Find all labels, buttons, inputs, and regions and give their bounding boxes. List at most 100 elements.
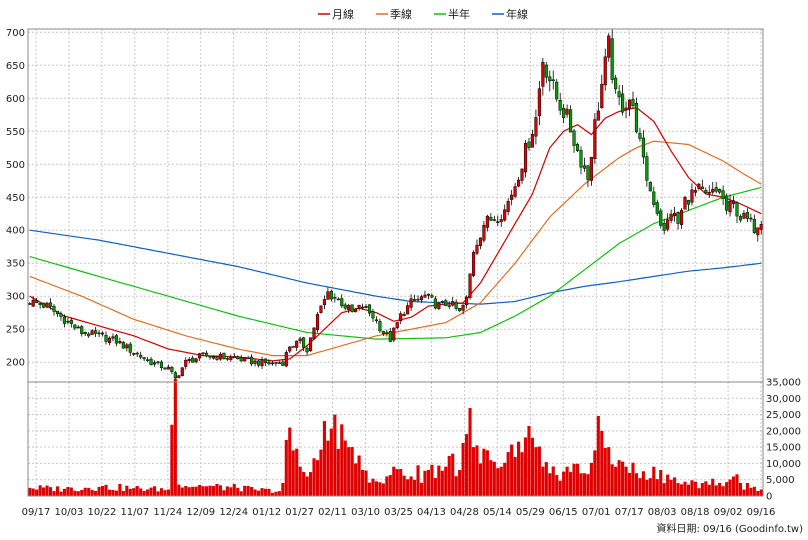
source-text: 資料日期: 09/16 (Goodinfo.tw): [656, 522, 803, 535]
volume-bar: [357, 455, 361, 496]
volume-bar: [319, 449, 323, 496]
volume-bar: [645, 479, 649, 496]
legend-month-label: 月線: [332, 7, 354, 21]
candle-body: [288, 346, 292, 352]
volume-bar: [152, 486, 157, 496]
volume-bar: [204, 486, 209, 496]
candle-body: [659, 210, 663, 226]
volume-bar: [558, 480, 562, 496]
volume-bar: [614, 466, 618, 496]
price-y-tick-label: 650: [6, 61, 25, 72]
candle-body: [284, 352, 288, 367]
price-y-axis-labels: 200 250 300 350 400 450 500 550 600 650 700: [6, 28, 25, 369]
candle-body: [749, 217, 753, 220]
volume-bar: [45, 485, 49, 496]
volume-bar: [406, 479, 410, 496]
candle-body: [139, 354, 143, 358]
volume-bar: [347, 447, 351, 496]
candle-body: [600, 84, 604, 109]
x-tick-label: 07/17: [615, 507, 644, 518]
volume-bar: [274, 491, 278, 496]
volume-bar: [333, 414, 337, 496]
x-tick-label: 09/17: [22, 507, 51, 518]
candle-body: [305, 347, 309, 353]
volume-bar: [211, 485, 216, 496]
candle-body: [506, 201, 510, 212]
x-tick-label: 09/02: [714, 507, 743, 518]
candle-body: [426, 293, 431, 296]
candle-body: [399, 313, 403, 322]
candle-body: [204, 352, 209, 357]
candle-body: [336, 298, 340, 301]
price-y-tick-label: 350: [6, 259, 25, 270]
candle-body: [496, 221, 500, 223]
candle-body: [586, 165, 590, 180]
volume-bar: [711, 478, 715, 496]
candle-body: [624, 107, 628, 111]
candle-body: [298, 338, 302, 342]
candle-body: [333, 296, 337, 299]
candle-body: [347, 305, 351, 310]
volume-bar: [83, 487, 87, 496]
candle-body: [274, 362, 278, 364]
candle-body: [437, 302, 441, 309]
volume-bar: [742, 489, 746, 496]
candle-body: [728, 200, 732, 213]
candle-body: [211, 356, 216, 359]
candle-body: [575, 144, 580, 151]
volume-bar: [641, 471, 645, 496]
volume-bar: [447, 455, 451, 496]
candle-body: [607, 35, 611, 58]
volume-bar: [354, 463, 358, 496]
volume-bar: [697, 488, 701, 496]
volume-bar: [69, 487, 73, 496]
candle-body: [711, 189, 715, 193]
candle-body: [45, 302, 49, 308]
volume-bar: [59, 491, 63, 496]
candle-body: [742, 212, 746, 219]
candle-body: [125, 344, 129, 349]
volume-bar: [42, 487, 46, 496]
volume-bar: [305, 476, 309, 496]
candle-body: [100, 332, 105, 335]
volume-bar: [575, 463, 580, 496]
volume-y-tick-label: 15,000: [766, 443, 801, 454]
candle-body: [62, 316, 66, 324]
volume-bar: [607, 447, 611, 496]
volume-bar: [100, 486, 105, 496]
x-tick-label: 03/25: [384, 507, 413, 518]
x-tick-label: 10/03: [55, 507, 84, 518]
volume-bar: [752, 486, 756, 496]
volume-bar: [555, 475, 559, 496]
volume-bar: [759, 489, 763, 496]
volume-y-tick-label: 30,000: [766, 394, 801, 405]
candle-body: [666, 219, 670, 230]
volume-bar: [582, 473, 587, 496]
candle-body: [354, 308, 358, 313]
candle-body: [721, 190, 725, 199]
candle-body: [118, 341, 122, 344]
candle-body: [80, 326, 84, 335]
volume-bar: [263, 488, 268, 496]
volume-bar: [756, 490, 760, 496]
volume-bar: [666, 474, 670, 496]
candle-body: [492, 219, 496, 221]
price-y-tick-label: 500: [6, 160, 25, 171]
volume-bar: [270, 492, 274, 496]
volume-bar: [610, 464, 614, 496]
volume-bar: [513, 456, 517, 496]
candle-body: [392, 327, 396, 341]
candle-body: [731, 200, 736, 205]
volume-bar: [312, 458, 316, 496]
candle-body: [381, 331, 385, 334]
volume-bar: [499, 466, 503, 496]
candle-body: [319, 305, 323, 313]
volume-bar: [593, 450, 597, 496]
volume-bar: [735, 474, 739, 496]
volume-bar: [55, 486, 60, 496]
candle-body: [302, 337, 306, 348]
volume-bar: [222, 490, 226, 496]
candle-body: [662, 222, 666, 231]
volume-bar: [367, 482, 372, 496]
candle-body: [735, 202, 739, 217]
